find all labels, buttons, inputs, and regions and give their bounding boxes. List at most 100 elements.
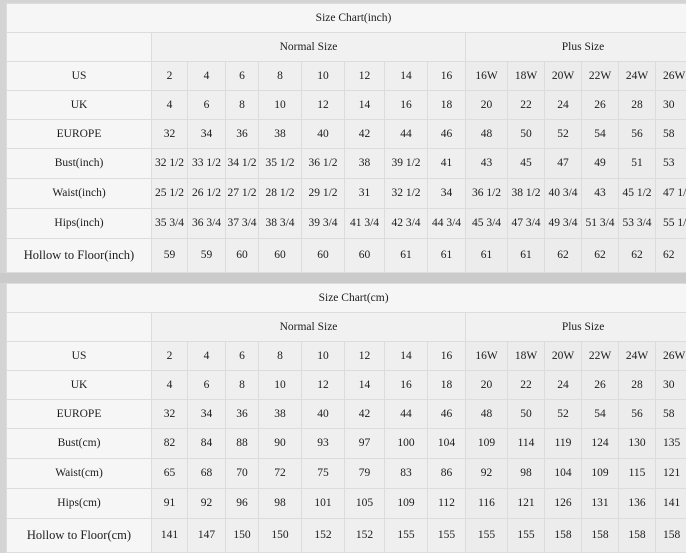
cell-value: 60 xyxy=(226,239,259,273)
cell-value: 18W xyxy=(508,62,545,91)
cell-value: 36 1/2 xyxy=(466,179,508,209)
cell-value: 54 xyxy=(582,120,619,149)
corner-spacer-cell xyxy=(7,313,152,342)
cell-value: 2 xyxy=(152,342,188,371)
cell-value: 50 xyxy=(508,400,545,429)
row-label-hollow-to-floor-cm: Hollow to Floor(cm) xyxy=(7,519,152,553)
cell-value: 35 3/4 xyxy=(152,209,188,239)
cell-value: 155 xyxy=(508,519,545,553)
cell-value: 20 xyxy=(466,371,508,400)
cell-value: 30 xyxy=(656,91,686,120)
cell-value: 8 xyxy=(226,91,259,120)
cell-value: 4 xyxy=(152,371,188,400)
cell-value: 30 xyxy=(656,371,686,400)
group-header-plus-size: Plus Size xyxy=(466,313,686,342)
chart-title: Size Chart(cm) xyxy=(7,284,686,313)
cell-value: 37 3/4 xyxy=(226,209,259,239)
cell-value: 88 xyxy=(226,429,259,459)
cell-value: 38 3/4 xyxy=(259,209,302,239)
cell-value: 32 1/2 xyxy=(152,149,188,179)
cell-value: 44 3/4 xyxy=(428,209,466,239)
cell-value: 42 xyxy=(345,400,385,429)
cell-value: 56 xyxy=(619,120,656,149)
cell-value: 83 xyxy=(385,459,428,489)
cell-value: 24 xyxy=(545,91,582,120)
cell-value: 97 xyxy=(345,429,385,459)
chart-title: Size Chart(inch) xyxy=(7,4,686,33)
cell-value: 155 xyxy=(385,519,428,553)
cell-value: 58 xyxy=(656,400,686,429)
cell-value: 152 xyxy=(302,519,345,553)
cell-value: 35 1/2 xyxy=(259,149,302,179)
cell-value: 14 xyxy=(385,62,428,91)
cell-value: 38 1/2 xyxy=(508,179,545,209)
cell-value: 31 xyxy=(345,179,385,209)
cell-value: 44 xyxy=(385,120,428,149)
cell-value: 26 1/2 xyxy=(188,179,226,209)
cell-value: 10 xyxy=(302,342,345,371)
cell-value: 90 xyxy=(259,429,302,459)
cell-value: 49 xyxy=(582,149,619,179)
cell-value: 48 xyxy=(466,400,508,429)
cell-value: 45 1/2 xyxy=(619,179,656,209)
cell-value: 54 xyxy=(582,400,619,429)
cell-value: 135 xyxy=(656,429,686,459)
row-label-uk: UK xyxy=(7,371,152,400)
cell-value: 141 xyxy=(152,519,188,553)
cell-value: 109 xyxy=(582,459,619,489)
cell-value: 51 xyxy=(619,149,656,179)
cell-value: 61 xyxy=(466,239,508,273)
cell-value: 42 3/4 xyxy=(385,209,428,239)
cell-value: 60 xyxy=(345,239,385,273)
cell-value: 24W xyxy=(619,62,656,91)
cell-value: 38 xyxy=(259,400,302,429)
row-label-us: US xyxy=(7,342,152,371)
cell-value: 65 xyxy=(152,459,188,489)
cell-value: 36 3/4 xyxy=(188,209,226,239)
cell-value: 14 xyxy=(345,91,385,120)
cell-value: 72 xyxy=(259,459,302,489)
cell-value: 75 xyxy=(302,459,345,489)
cell-value: 10 xyxy=(259,91,302,120)
cell-value: 62 xyxy=(656,239,686,273)
cell-value: 40 xyxy=(302,400,345,429)
cell-value: 53 xyxy=(656,149,686,179)
cell-value: 16 xyxy=(428,342,466,371)
cell-value: 34 1/2 xyxy=(226,149,259,179)
row-label-uk: UK xyxy=(7,91,152,120)
cell-value: 104 xyxy=(545,459,582,489)
cell-value: 33 1/2 xyxy=(188,149,226,179)
cell-value: 6 xyxy=(188,91,226,120)
cell-value: 2 xyxy=(152,62,188,91)
cell-value: 24W xyxy=(619,342,656,371)
cell-value: 46 xyxy=(428,120,466,149)
cell-value: 14 xyxy=(345,371,385,400)
cell-value: 29 1/2 xyxy=(302,179,345,209)
cell-value: 96 xyxy=(226,489,259,519)
table-separator xyxy=(0,273,686,283)
cell-value: 34 xyxy=(188,400,226,429)
cell-value: 28 xyxy=(619,371,656,400)
cell-value: 18 xyxy=(428,371,466,400)
cell-value: 86 xyxy=(428,459,466,489)
cell-value: 41 xyxy=(428,149,466,179)
row-label-bust-cm: Bust(cm) xyxy=(7,429,152,459)
cell-value: 105 xyxy=(345,489,385,519)
cell-value: 51 3/4 xyxy=(582,209,619,239)
cell-value: 48 xyxy=(466,120,508,149)
cell-value: 100 xyxy=(385,429,428,459)
cell-value: 12 xyxy=(302,91,345,120)
cell-value: 6 xyxy=(226,342,259,371)
cell-value: 112 xyxy=(428,489,466,519)
cell-value: 158 xyxy=(545,519,582,553)
row-label-waist-cm: Waist(cm) xyxy=(7,459,152,489)
cell-value: 55 1/2 xyxy=(656,209,686,239)
